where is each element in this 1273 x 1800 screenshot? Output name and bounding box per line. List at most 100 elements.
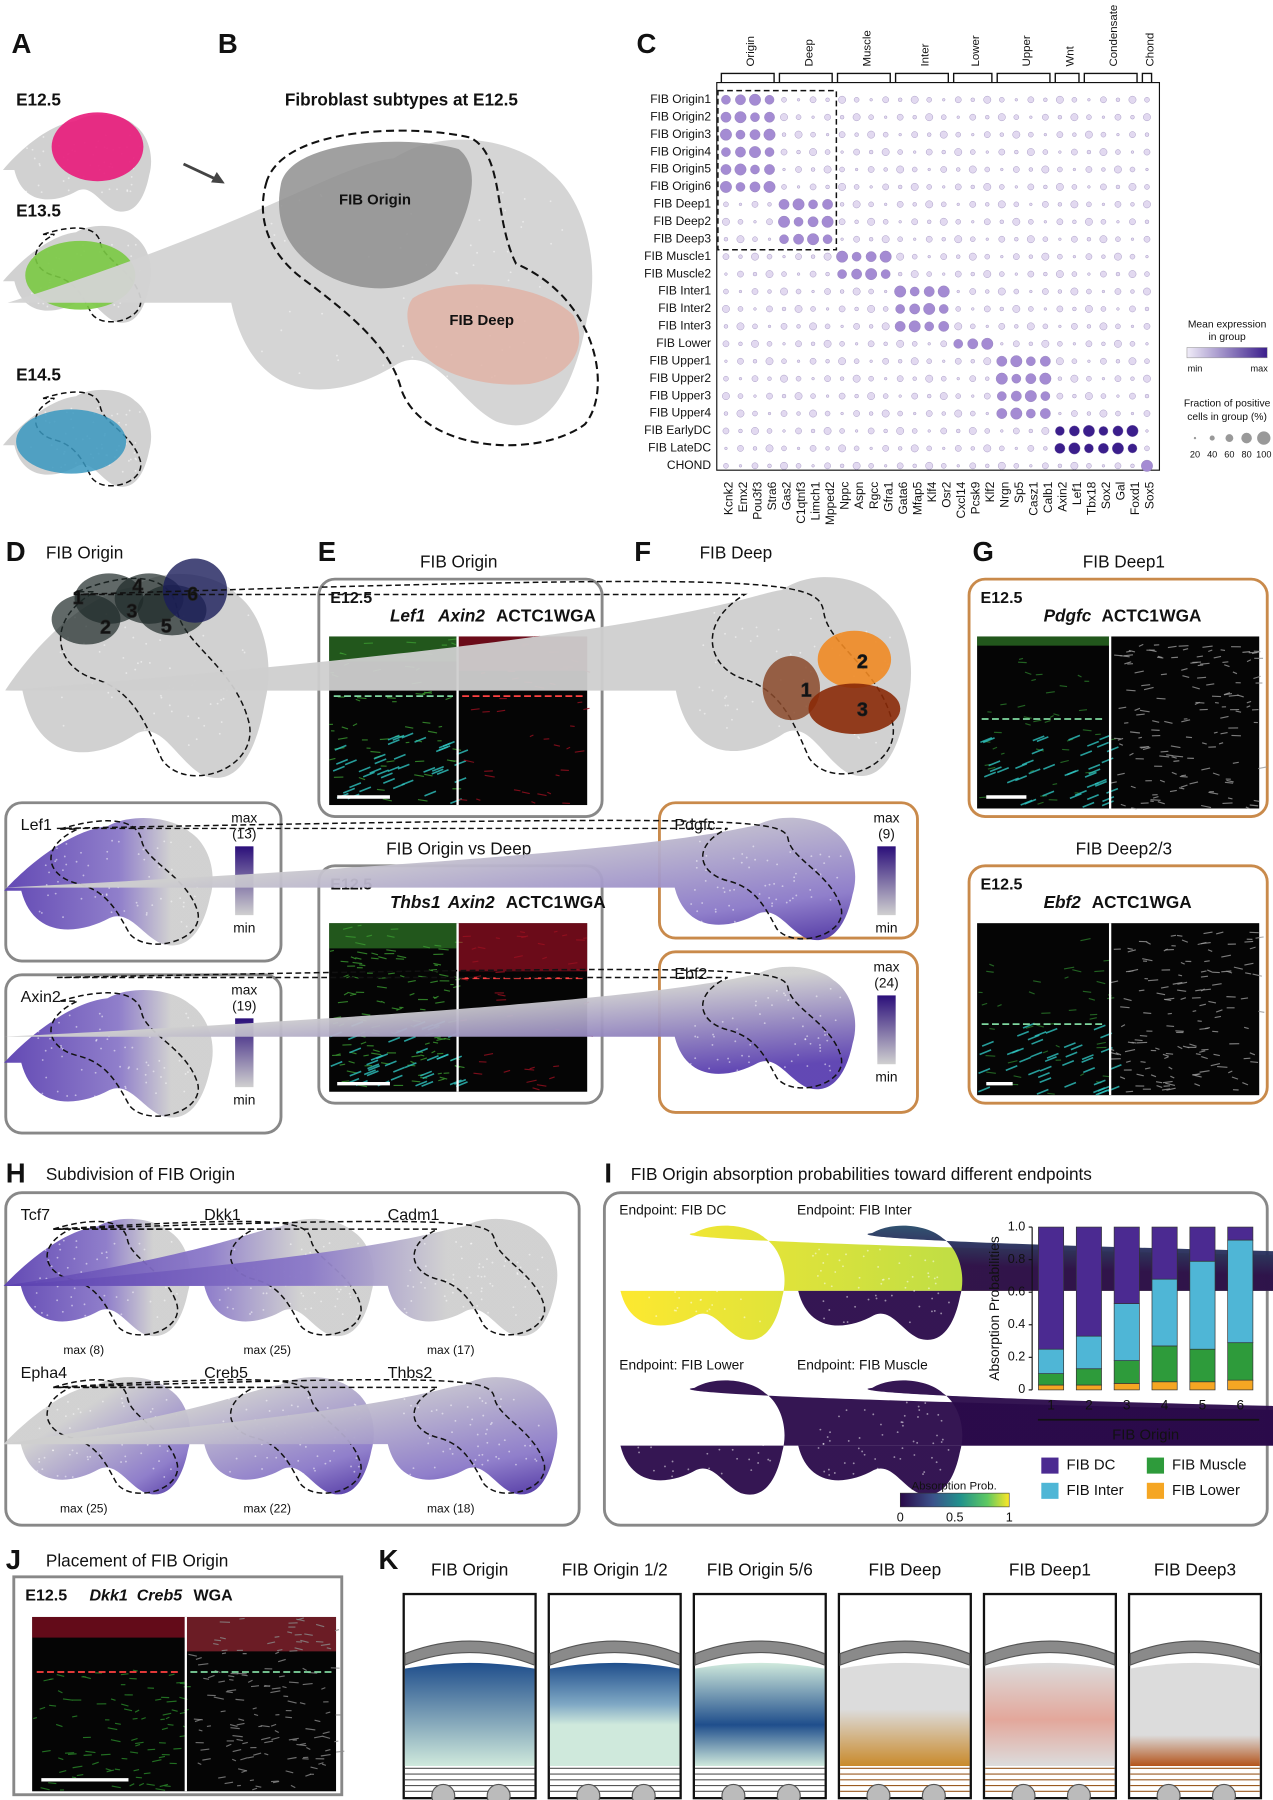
dot	[882, 96, 889, 104]
dot	[723, 411, 729, 416]
umap-cell	[882, 1278, 885, 1281]
umap-cell	[443, 1295, 446, 1298]
umap-cell	[643, 1286, 646, 1288]
umap-cell	[817, 1447, 820, 1449]
umap-cell	[541, 1285, 544, 1288]
umap-cell	[349, 1296, 352, 1298]
cell-signal	[1053, 713, 1060, 716]
dot	[1129, 392, 1136, 400]
muscle-signal	[382, 777, 396, 785]
dot	[867, 392, 875, 400]
cell-signal	[1096, 1041, 1106, 1045]
umap-cell	[125, 423, 127, 426]
umap-cell	[722, 887, 725, 890]
dot	[1071, 323, 1078, 330]
cell-signal	[1212, 772, 1220, 776]
cell-signal	[1156, 656, 1164, 659]
dot	[869, 446, 873, 450]
umap-cell	[504, 209, 507, 212]
dot	[985, 376, 990, 381]
dot	[1101, 377, 1105, 381]
umap-cell	[687, 1431, 689, 1434]
cell-signal	[326, 1647, 332, 1650]
label: in group	[1208, 332, 1246, 343]
muscle-signal	[979, 1049, 992, 1056]
dot	[985, 324, 989, 328]
cell-signal	[445, 696, 452, 701]
cartilage	[431, 1783, 456, 1800]
dot	[941, 463, 947, 469]
dot	[751, 252, 759, 261]
umap-cell	[852, 1472, 855, 1475]
umap-cell	[728, 904, 731, 907]
umap-cell	[519, 1266, 522, 1269]
dot	[924, 321, 934, 332]
umap-cell	[34, 1305, 37, 1308]
legend-label: FIB Inter	[1067, 1483, 1124, 1499]
cell-signal	[320, 1643, 331, 1646]
dot	[766, 305, 773, 313]
dot	[896, 339, 905, 348]
dot	[1086, 149, 1092, 155]
muscle-signal	[1046, 1052, 1059, 1059]
muscle-signal	[1102, 796, 1115, 803]
umap-cell	[904, 1286, 907, 1289]
dot	[1112, 442, 1124, 455]
umap-cell	[657, 1256, 660, 1259]
umap-cell	[759, 1252, 762, 1255]
cell-signal	[231, 1758, 237, 1762]
cell-signal	[267, 1641, 276, 1645]
umap-cell	[813, 645, 816, 648]
dot	[810, 428, 816, 434]
gene-label: Emx2	[736, 481, 750, 512]
dot	[954, 322, 963, 331]
bar-segment	[1151, 1345, 1178, 1383]
label: max	[231, 982, 257, 997]
colorbar	[877, 995, 896, 1065]
cell-signal	[521, 935, 529, 939]
dot	[764, 164, 775, 175]
umap-cell	[916, 1441, 919, 1444]
gene-label: Gfra1	[881, 481, 895, 511]
cell-signal	[1176, 934, 1183, 937]
umap-cell	[738, 1441, 741, 1444]
umap-cell	[810, 896, 813, 898]
umap-cell	[338, 1290, 341, 1293]
dot	[1130, 289, 1135, 294]
umap-cell	[822, 1262, 825, 1264]
umap-cell	[486, 1459, 489, 1462]
cell-signal	[135, 1743, 141, 1747]
label: ACTC1	[496, 606, 554, 626]
umap-cell	[54, 892, 57, 895]
dot	[910, 183, 919, 191]
umap-cell	[216, 702, 219, 705]
umap-cell	[822, 1442, 825, 1445]
umap-cell	[130, 255, 133, 258]
umap-cell	[924, 1259, 927, 1262]
umap-cell	[905, 1401, 908, 1404]
umap-cell	[45, 1076, 48, 1079]
y-tick-label: 1.0	[1008, 1219, 1026, 1233]
umap-cell	[935, 1461, 938, 1464]
row-label: FIB Deep3	[654, 231, 712, 245]
dot	[968, 252, 977, 261]
umap-cell	[110, 924, 113, 927]
row-label: FIB Upper4	[650, 406, 712, 420]
dot	[898, 97, 903, 102]
umap-cell	[845, 1253, 847, 1256]
umap-cell	[880, 1423, 882, 1426]
umap-cell	[758, 919, 760, 922]
gene-label: Rgcc	[867, 482, 881, 509]
cell-signal	[1223, 692, 1233, 696]
panel-box	[317, 577, 604, 818]
umap-cell	[94, 895, 97, 898]
dot	[749, 93, 761, 106]
muscle-signal	[1042, 790, 1055, 797]
umap-cell	[165, 1286, 167, 1289]
gene-label: Mfap5	[910, 481, 924, 515]
muscle-signal	[1088, 768, 1101, 775]
dot	[766, 428, 773, 434]
cell-signal	[1199, 1050, 1206, 1053]
cell-signal	[356, 697, 367, 700]
umap-cell	[757, 1423, 760, 1426]
